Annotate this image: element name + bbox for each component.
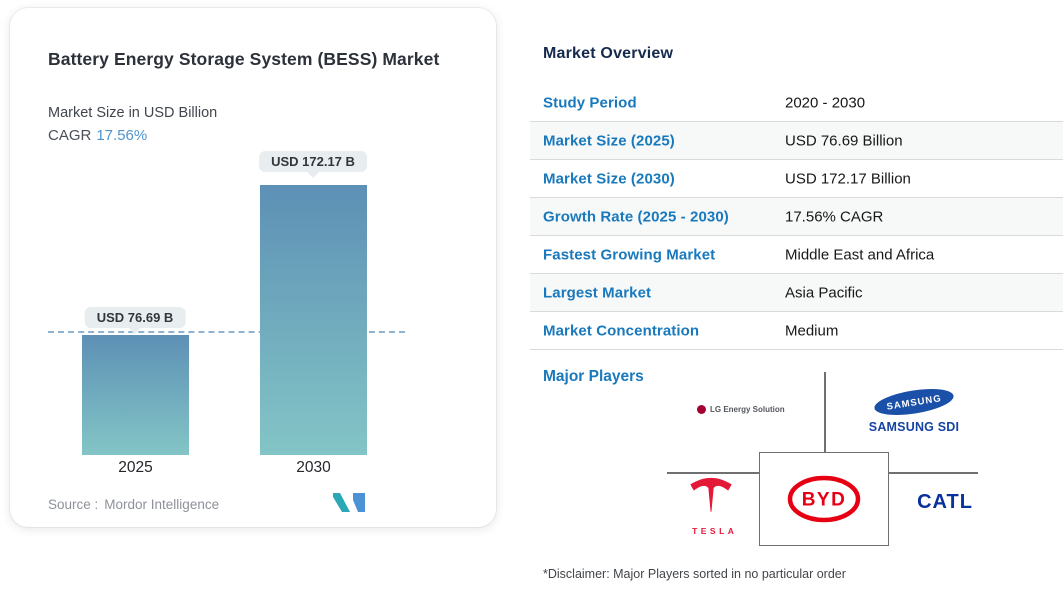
row-value: 2020 - 2030 <box>785 94 866 111</box>
bar-2025 <box>82 335 189 455</box>
row-label: Growth Rate (2025 - 2030) <box>543 208 729 225</box>
byd-logo-text: BYD <box>802 490 847 511</box>
row-value: Medium <box>785 322 839 339</box>
row-value: Asia Pacific <box>785 284 863 301</box>
table-row-growth-rate: Growth Rate (2025 - 2030) 17.56% CAGR <box>530 198 1063 236</box>
source-label: Source : <box>48 497 99 512</box>
cagr-value: 17.56% <box>96 127 148 144</box>
reference-dashed-line <box>48 331 405 333</box>
mordor-intelligence-logo-icon <box>333 493 365 512</box>
lg-symbol-icon <box>697 405 706 414</box>
row-label: Fastest Growing Market <box>543 246 716 263</box>
row-label: Market Size (2030) <box>543 170 675 187</box>
catl-wordmark: CATL <box>917 491 973 513</box>
table-row-largest-market: Largest Market Asia Pacific <box>530 274 1063 312</box>
value-label-2025: USD 76.69 B <box>84 307 186 328</box>
row-label: Market Concentration <box>543 322 700 339</box>
chart-title: Battery Energy Storage System (BESS) Mar… <box>48 49 440 69</box>
cagr-label: CAGR <box>48 127 92 144</box>
major-players-label: Major Players <box>543 368 644 385</box>
table-row-fastest-growing-market: Fastest Growing Market Middle East and A… <box>530 236 1063 274</box>
samsung-sdi-wordmark: SAMSUNG SDI <box>868 420 960 434</box>
players-vertical-connector <box>824 372 826 453</box>
value-label-2030: USD 172.17 B <box>259 151 367 172</box>
row-label: Largest Market <box>543 284 652 301</box>
tesla-wordmark: TESLA <box>692 526 738 536</box>
byd-logo-icon: BYD <box>787 475 861 523</box>
row-label: Study Period <box>543 94 637 111</box>
source-name: Mordor Intelligence <box>104 497 220 512</box>
table-row-market-size-2030: Market Size (2030) USD 172.17 Billion <box>530 160 1063 198</box>
axis-label-2025: 2025 <box>118 459 153 476</box>
axis-label-2030: 2030 <box>296 459 331 476</box>
lg-logo-text: LG Energy Solution <box>710 405 785 414</box>
row-value: USD 76.69 Billion <box>785 132 903 149</box>
row-value: USD 172.17 Billion <box>785 170 911 187</box>
chart-card: Battery Energy Storage System (BESS) Mar… <box>10 8 496 527</box>
lg-energy-solution-logo: LG Energy Solution <box>697 405 785 414</box>
bar-2030 <box>260 185 367 455</box>
row-value: 17.56% CAGR <box>785 208 884 225</box>
table-row-study-period: Study Period 2020 - 2030 <box>530 84 1063 122</box>
row-label: Market Size (2025) <box>543 132 675 149</box>
row-value: Middle East and Africa <box>785 246 935 263</box>
source-line: Source : Mordor Intelligence <box>48 497 219 512</box>
chart-subtitle: Market Size in USD Billion <box>48 105 218 121</box>
market-overview-table: Study Period 2020 - 2030 Market Size (20… <box>530 84 1063 350</box>
table-row-market-size-2025: Market Size (2025) USD 76.69 Billion <box>530 122 1063 160</box>
tesla-emblem-icon <box>690 477 732 512</box>
samsung-ellipse-icon: SAMSUNG <box>874 389 954 415</box>
market-overview-heading: Market Overview <box>543 45 674 62</box>
cagr-line: CAGR 17.56% <box>48 127 147 144</box>
byd-logo-box: BYD <box>759 452 889 546</box>
disclaimer-text: *Disclaimer: Major Players sorted in no … <box>543 567 846 581</box>
table-row-market-concentration: Market Concentration Medium <box>530 312 1063 350</box>
